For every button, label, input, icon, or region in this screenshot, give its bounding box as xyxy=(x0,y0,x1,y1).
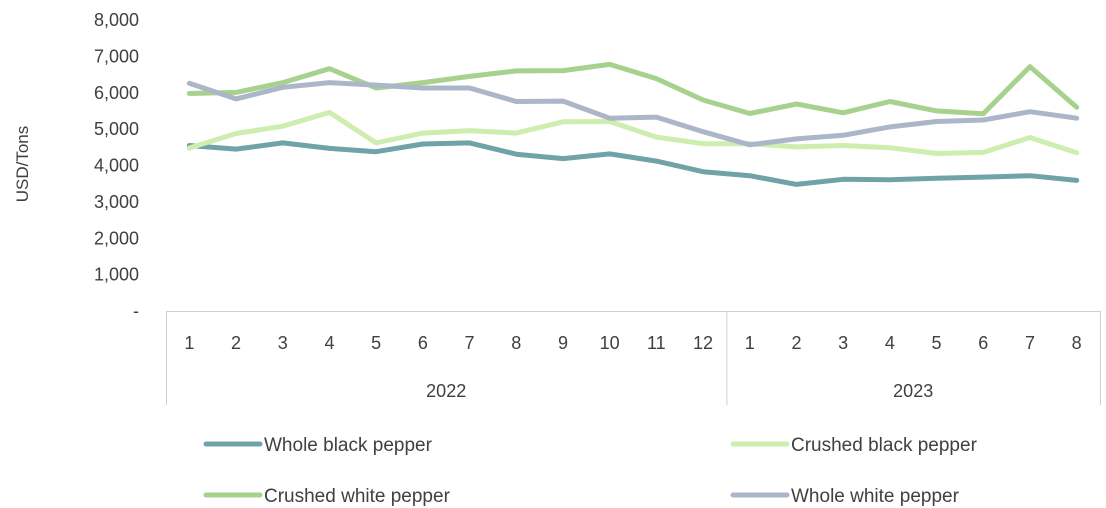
legend-label: Whole black pepper xyxy=(264,435,433,456)
axis-lines xyxy=(166,311,1101,405)
x-tick-label: 6 xyxy=(978,333,988,353)
y-tick-label: 4,000 xyxy=(94,156,139,176)
y-tick-label: 6,000 xyxy=(94,83,139,103)
x-tick-label: 9 xyxy=(558,333,568,353)
legend-label: Whole white pepper xyxy=(791,486,960,507)
x-tick-label: 5 xyxy=(371,333,381,353)
x-tick-label: 3 xyxy=(278,333,288,353)
series-line xyxy=(186,61,1080,117)
x-tick-label: 4 xyxy=(885,333,895,353)
legend-label: Crushed white pepper xyxy=(264,486,451,507)
x-tick-label: 4 xyxy=(324,333,334,353)
x-tick-label: 6 xyxy=(418,333,428,353)
series-lines xyxy=(186,61,1080,187)
x-tick-label: 2 xyxy=(791,333,801,353)
y-tick-label: 7,000 xyxy=(94,46,139,66)
y-tick-label: 8,000 xyxy=(94,10,139,30)
x-tick-label: 8 xyxy=(511,333,521,353)
x-tick-label: 7 xyxy=(465,333,475,353)
series-line xyxy=(186,109,1080,156)
legend-item: Whole black pepper xyxy=(203,435,433,456)
x-tick-label: 3 xyxy=(838,333,848,353)
series-line xyxy=(186,80,1080,148)
series-line xyxy=(186,140,1080,187)
legend-label: Crushed black pepper xyxy=(791,435,978,456)
x-tick-label: 5 xyxy=(932,333,942,353)
x-tick-label: 8 xyxy=(1072,333,1082,353)
x-tick-label: 2 xyxy=(231,333,241,353)
y-tick-label: 5,000 xyxy=(94,119,139,139)
x-tick-label: 1 xyxy=(745,333,755,353)
x-axis-groups: 2022 2023 xyxy=(426,381,933,401)
x-tick-label: 11 xyxy=(647,333,666,353)
y-tick-label: 3,000 xyxy=(94,192,139,212)
legend-item: Crushed white pepper xyxy=(203,486,451,507)
y-axis-ticks: - 1,000 2,000 3,000 4,000 5,000 6,000 7,000 8,00… xyxy=(94,10,139,321)
legend-item: Whole white pepper xyxy=(730,486,960,507)
y-tick-label: 2,000 xyxy=(94,228,139,248)
x-group-label: 2023 xyxy=(893,381,933,401)
x-tick-label: 1 xyxy=(184,333,194,353)
legend: Whole black pepper Crushed black pepper Cr… xyxy=(203,435,978,507)
y-tick-label: - xyxy=(133,301,139,321)
x-group-label: 2022 xyxy=(426,381,466,401)
x-axis-ticks: 1 2 3 4 5 6 7 8 9 10 11 12 1 2 3 4 5 6 7 8 xyxy=(184,333,1081,353)
x-tick-label: 10 xyxy=(600,333,620,353)
y-tick-label: 1,000 xyxy=(94,265,139,285)
x-tick-label: 7 xyxy=(1025,333,1035,353)
legend-item: Crushed black pepper xyxy=(730,435,978,456)
y-axis-label: USD/Tons xyxy=(13,126,32,203)
x-tick-label: 12 xyxy=(693,333,713,353)
